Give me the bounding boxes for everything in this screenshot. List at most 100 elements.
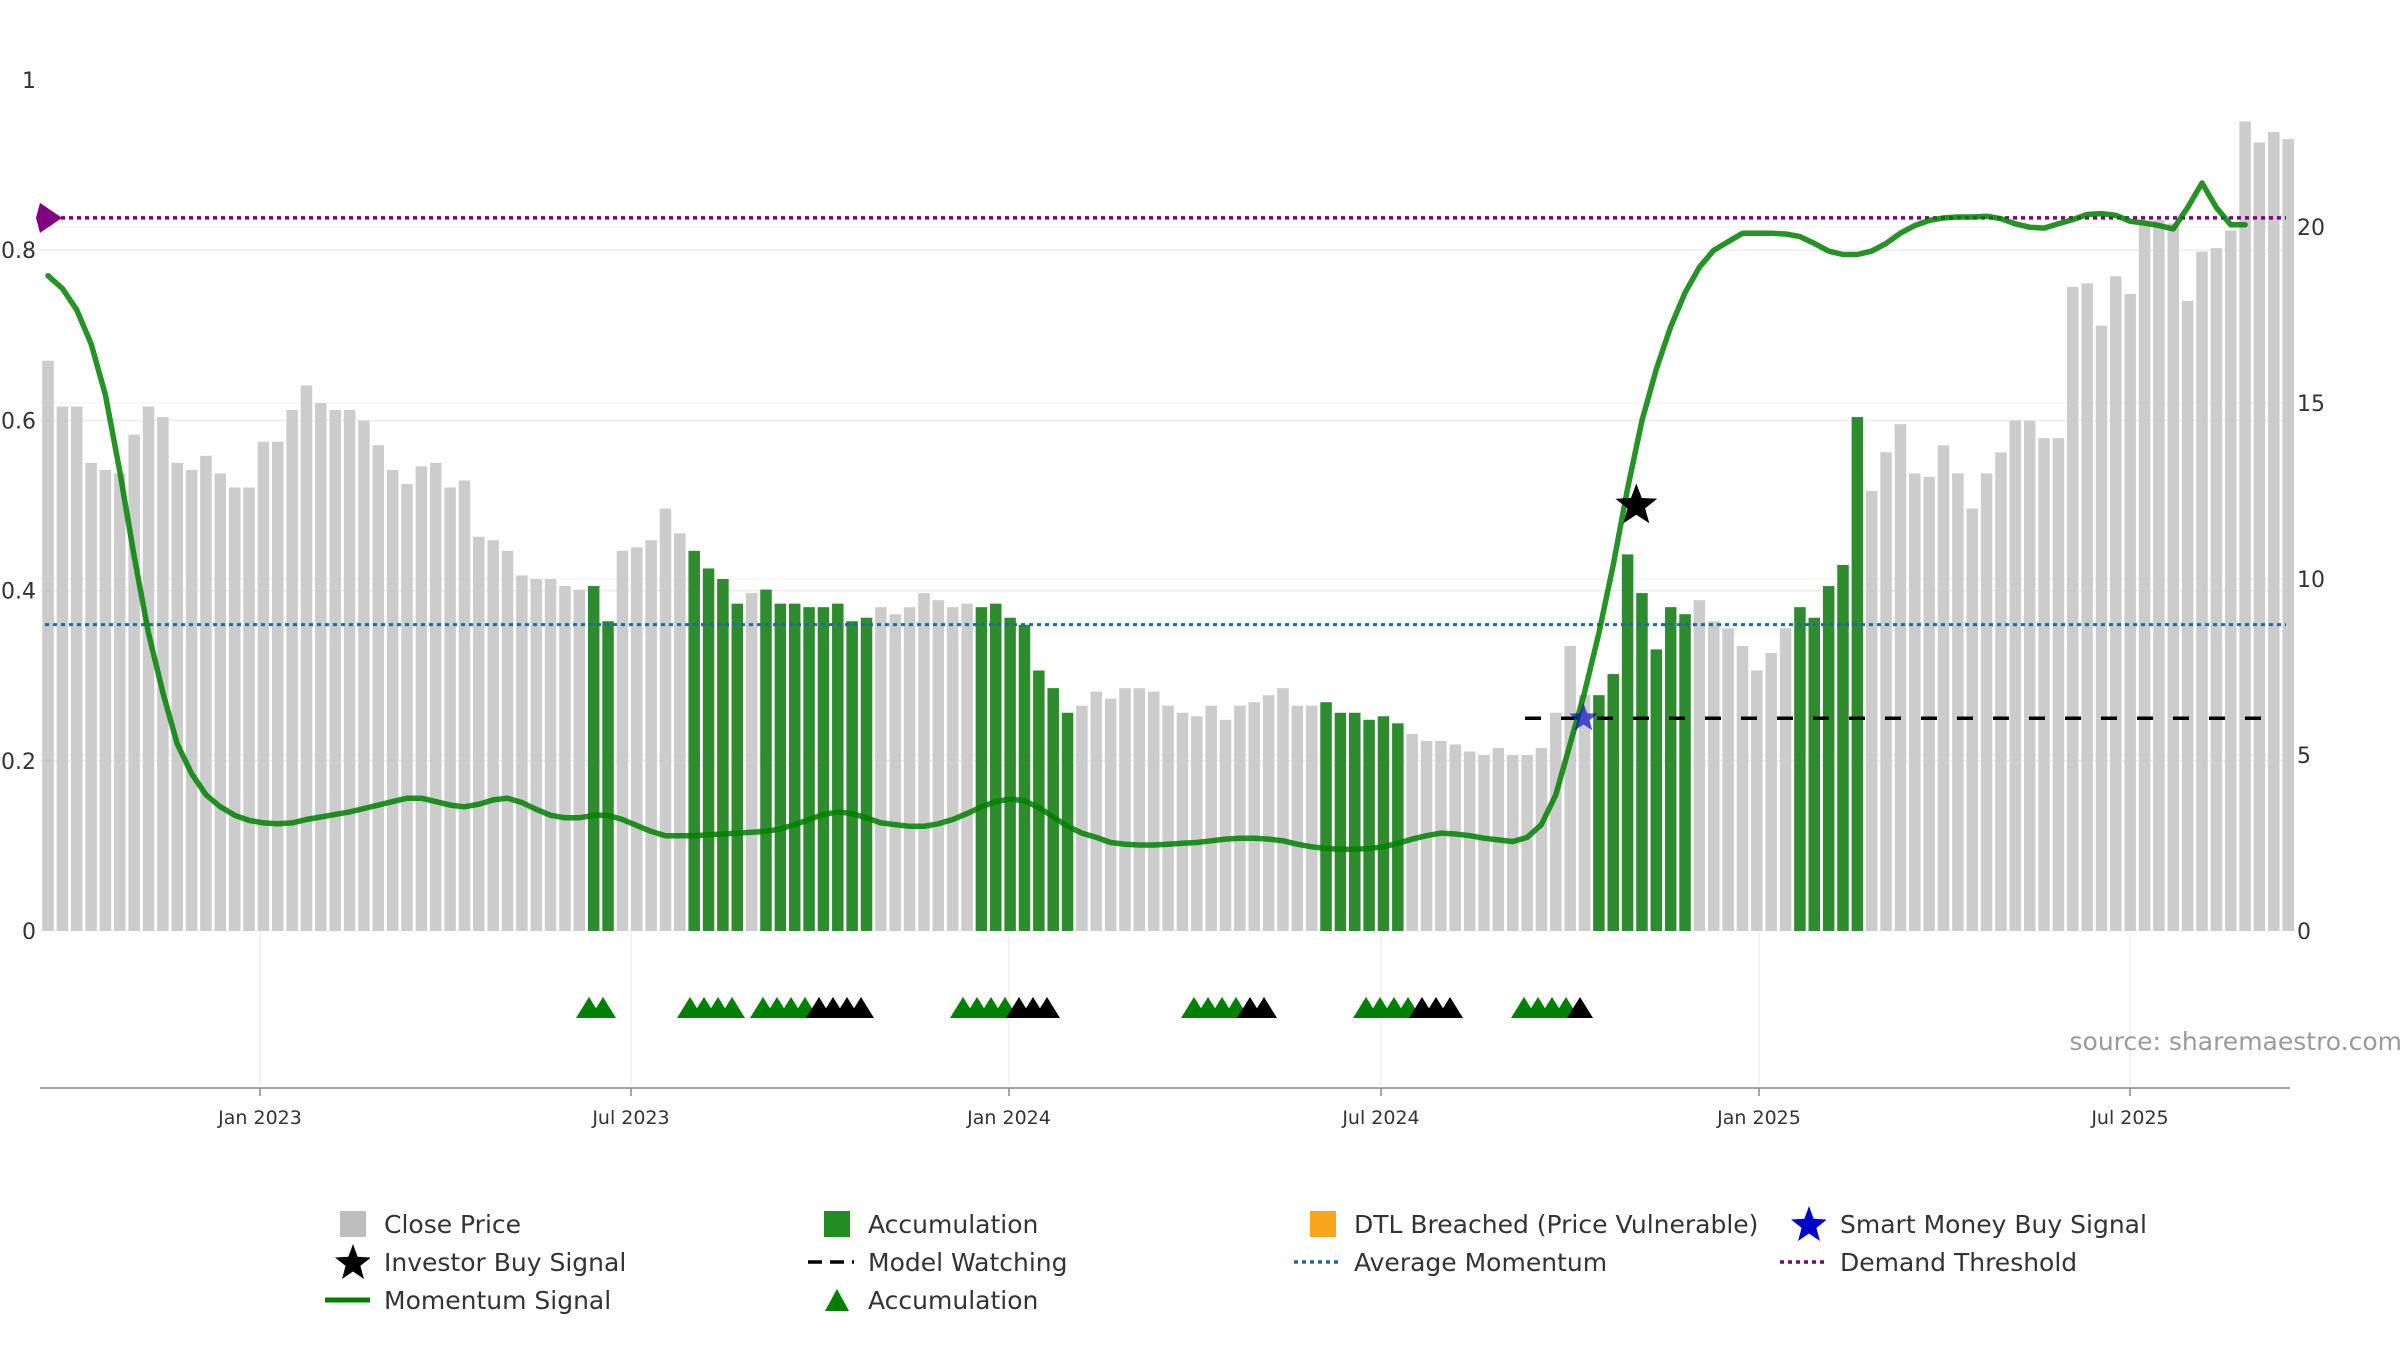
close-price-bar bbox=[1119, 688, 1131, 931]
left-axis-tick-label: 0.4 bbox=[1, 580, 36, 605]
legend-label-dtl-breached: DTL Breached (Price Vulnerable) bbox=[1354, 1209, 1759, 1239]
close-price-bar bbox=[2167, 223, 2180, 932]
accumulation-bar bbox=[1334, 712, 1347, 931]
left-axis-tick-label: 0.6 bbox=[1, 409, 36, 434]
close-price-bar bbox=[1535, 747, 1548, 931]
accumulation-bar bbox=[602, 621, 614, 931]
close-price-bar bbox=[889, 614, 901, 931]
accumulation-triangle-green bbox=[719, 997, 745, 1018]
accumulation-triangle-black bbox=[1034, 997, 1060, 1018]
close-price-bar bbox=[1909, 473, 1921, 931]
investor-buy-signal-icon bbox=[1615, 483, 1658, 524]
close-price-bar bbox=[1191, 716, 1203, 931]
close-price-bar bbox=[286, 410, 298, 931]
close-price-bar bbox=[1478, 755, 1490, 931]
legend-item-accumulation-bar: Accumulation bbox=[784, 1206, 1038, 1242]
demand-threshold-marker bbox=[36, 202, 62, 233]
x-axis-ticks: Jan 2023 Jul 2023 Jan 2024 Jul 2024 Jan 2025… bbox=[217, 1107, 2169, 1129]
close-price-bar bbox=[458, 480, 471, 931]
close-price-bar bbox=[1693, 600, 1706, 931]
accumulation-bar bbox=[717, 579, 729, 931]
accumulation-bar bbox=[846, 621, 858, 931]
close-price-bar bbox=[2282, 139, 2294, 931]
accumulation-bar bbox=[1808, 617, 1821, 931]
accumulation-bar bbox=[1349, 712, 1361, 931]
accumulation-bar bbox=[702, 568, 715, 931]
close-price-bar bbox=[85, 462, 97, 931]
close-price-bar bbox=[401, 483, 413, 931]
close-price-bar bbox=[70, 406, 83, 931]
close-price-bar bbox=[1736, 645, 1749, 931]
legend-label-smart-money: Smart Money Buy Signal bbox=[1840, 1209, 2147, 1239]
accumulation-bar bbox=[1679, 614, 1691, 931]
close-price-bar bbox=[157, 417, 169, 932]
close-price-bar bbox=[946, 607, 959, 931]
close-price-bar bbox=[1090, 691, 1103, 931]
close-price-bar bbox=[1463, 751, 1476, 931]
accumulation-bar bbox=[587, 586, 600, 931]
legend-label-momentum-signal: Momentum Signal bbox=[384, 1285, 612, 1315]
close-price-bar bbox=[473, 536, 485, 931]
x-axis-tick-label: Jan 2024 bbox=[966, 1107, 1051, 1129]
close-price-bar bbox=[300, 385, 313, 931]
close-price-bar bbox=[1952, 473, 1964, 931]
accumulation-triangle-black bbox=[848, 997, 874, 1018]
right-axis-tick-label: 20 bbox=[2297, 216, 2325, 241]
momentum-signal-line bbox=[45, 180, 2248, 853]
legend-label-investor-buy: Investor Buy Signal bbox=[384, 1247, 627, 1277]
left-axis-tick-label: 0.2 bbox=[1, 750, 36, 775]
close-price-bar bbox=[573, 589, 586, 931]
close-price-bar bbox=[932, 600, 945, 931]
left-axis-tick-label: 1 bbox=[22, 69, 36, 94]
close-price-bar bbox=[343, 410, 356, 931]
close-price-bar bbox=[2067, 286, 2079, 932]
accumulation-bar bbox=[1837, 564, 1849, 931]
close-price-bar bbox=[1765, 652, 1777, 931]
right-axis-tick-label: 5 bbox=[2297, 744, 2311, 769]
accumulation-bar bbox=[1392, 723, 1404, 931]
legend-label-average-momentum: Average Momentum bbox=[1354, 1247, 1608, 1277]
close-price-bar bbox=[674, 533, 686, 931]
model-watching-swatch bbox=[808, 1260, 854, 1264]
legend-label-close-price: Close Price bbox=[384, 1209, 522, 1239]
x-axis-tick-label: Jul 2023 bbox=[591, 1107, 669, 1129]
close-price-bar bbox=[257, 441, 270, 931]
close-price-bar bbox=[214, 473, 227, 931]
close-price-bar bbox=[1995, 452, 2007, 931]
chart-legend: Close Price Investor Buy Signal Momentum… bbox=[300, 1206, 2200, 1336]
close-price-bar bbox=[2181, 300, 2194, 931]
accumulation-markers bbox=[576, 997, 1593, 1018]
accumulation-bar bbox=[774, 603, 787, 931]
close-price-bar bbox=[2239, 121, 2251, 931]
accumulation-triangle-green bbox=[590, 997, 616, 1018]
close-price-bar bbox=[200, 455, 212, 931]
close-price-bar bbox=[516, 575, 528, 931]
close-price-bar bbox=[2110, 276, 2122, 931]
legend-item-demand-threshold: Demand Threshold bbox=[1756, 1244, 2077, 1280]
close-price-bar bbox=[372, 445, 385, 931]
accumulation-triangle-black bbox=[1251, 997, 1277, 1018]
close-price-bar bbox=[415, 466, 428, 931]
close-price-bar bbox=[1219, 719, 1232, 931]
close-price-bar bbox=[1722, 628, 1734, 931]
close-price-bar bbox=[1435, 740, 1447, 931]
legend-item-accumulation-marker: Accumulation bbox=[784, 1282, 1038, 1318]
accumulation-bar bbox=[1047, 688, 1059, 931]
legend-item-investor-buy: Investor Buy Signal bbox=[300, 1244, 626, 1280]
close-price-bar bbox=[1564, 645, 1576, 931]
close-price-bar bbox=[56, 406, 69, 931]
accumulation-bar bbox=[1851, 417, 1864, 932]
right-axis-tick-label: 10 bbox=[2297, 568, 2325, 593]
accumulation-bar bbox=[1377, 716, 1390, 931]
momentum-chart: 0 0.2 0.4 0.6 0.8 1 0 5 10 15 20 Jan 2023 Jul 2023… bbox=[1, 69, 2400, 1129]
close-price-bar bbox=[2138, 223, 2151, 932]
close-price-bar bbox=[171, 462, 183, 931]
close-price-bar bbox=[1133, 688, 1146, 931]
close-price-bar bbox=[386, 469, 399, 931]
close-price-bar bbox=[272, 441, 284, 931]
x-axis-tick-label: Jul 2024 bbox=[1341, 1107, 1419, 1129]
legend-label-demand-threshold: Demand Threshold bbox=[1840, 1247, 2078, 1277]
close-price-bar bbox=[1980, 473, 1993, 931]
close-price-bar bbox=[2124, 293, 2136, 931]
close-price-bar bbox=[2210, 248, 2223, 931]
